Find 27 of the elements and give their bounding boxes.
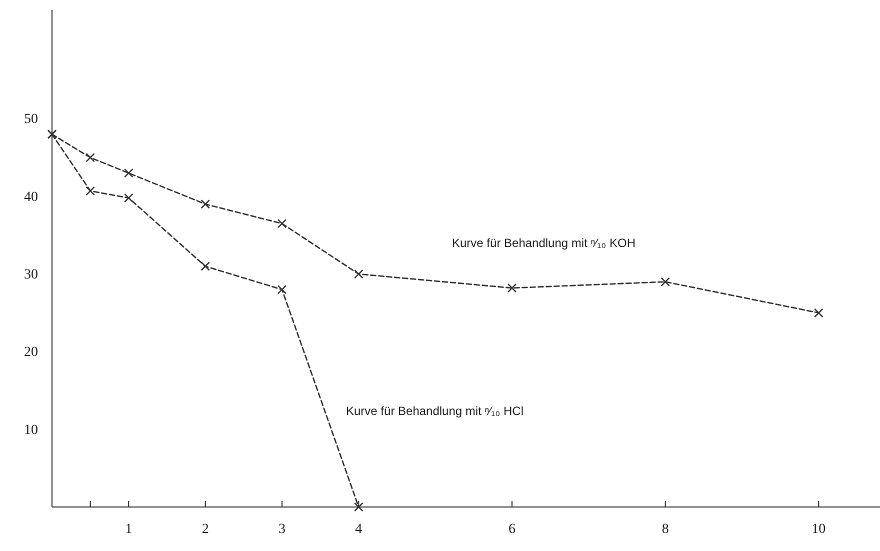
x-tick-label: 8: [662, 522, 669, 537]
y-tick-label: 10: [24, 422, 38, 438]
x-tick-label: 10: [812, 522, 826, 537]
point: [507, 283, 517, 293]
point: [354, 269, 364, 279]
point: [86, 152, 95, 162]
y-tick-label: 50: [24, 112, 38, 128]
point: [86, 186, 95, 196]
y-tick-label: 20: [24, 345, 38, 360]
point: [124, 193, 134, 203]
annotation: Kurve für Behandlung mit ⁿ⁄₁₀ HCl: [346, 404, 524, 418]
point: [277, 284, 287, 294]
y-tick-label: 30: [24, 268, 38, 283]
x-tick-label: 3: [278, 522, 286, 537]
x-tick-label: 2: [202, 522, 209, 537]
point: [354, 502, 364, 512]
point: [814, 308, 824, 318]
x-tick-label: 4: [355, 522, 362, 537]
point: [200, 199, 210, 209]
point: [277, 218, 287, 228]
point: [200, 262, 210, 271]
y-tick-label: 40: [24, 190, 38, 205]
point: [660, 277, 670, 286]
point: [124, 168, 134, 178]
x-tick-label: 6: [508, 522, 516, 537]
x-tick-label: 1: [125, 522, 132, 537]
annotation: Kurve für Behandlung mit ⁿ⁄₁₀ KOH: [452, 236, 636, 250]
